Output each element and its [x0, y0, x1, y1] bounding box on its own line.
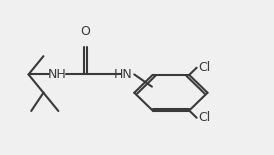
Text: HN: HN	[113, 68, 132, 81]
Text: Cl: Cl	[198, 61, 210, 74]
Text: Cl: Cl	[198, 111, 210, 124]
Text: NH: NH	[48, 68, 66, 81]
Text: O: O	[81, 25, 90, 38]
